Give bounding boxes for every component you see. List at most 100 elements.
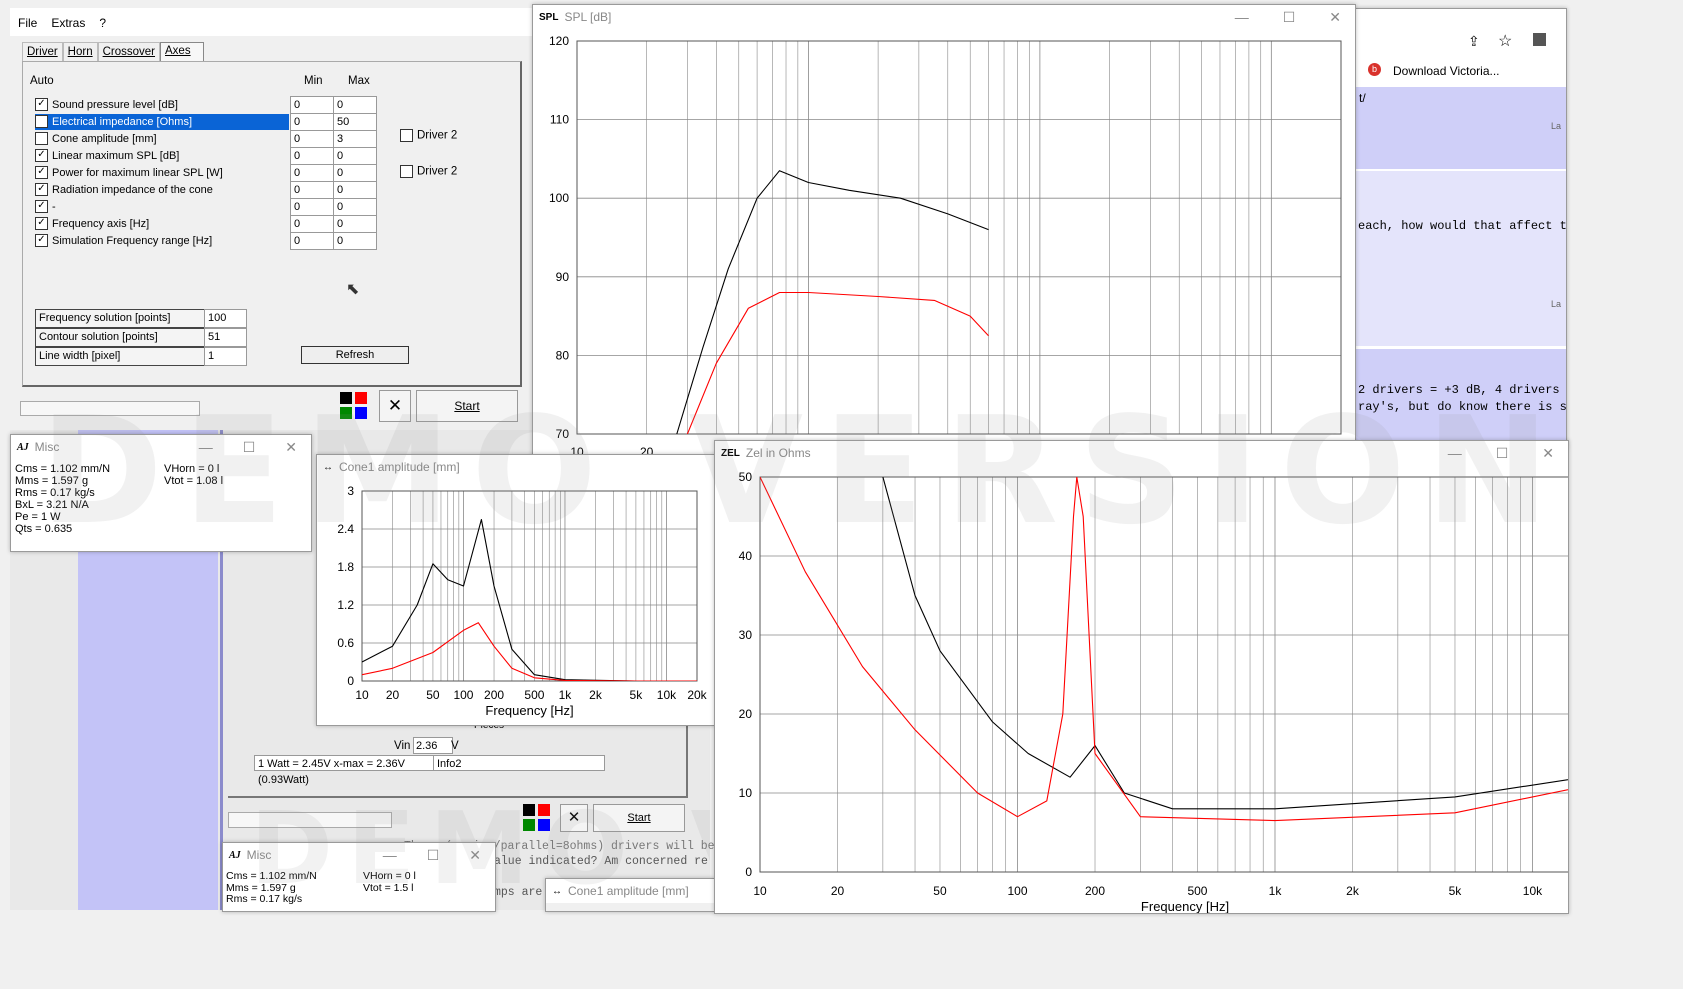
axis-min-input[interactable]: 0 bbox=[290, 181, 334, 199]
axis-max-input[interactable]: 0 bbox=[333, 147, 377, 165]
axis-min-input[interactable]: 0 bbox=[290, 113, 334, 131]
driver2-checkbox-b[interactable]: Driver 2 bbox=[400, 165, 457, 178]
share-icon[interactable]: ⇪ bbox=[1468, 33, 1480, 49]
axis-max-input[interactable]: 0 bbox=[333, 198, 377, 216]
tab-crossover[interactable]: Crossover bbox=[97, 42, 161, 61]
start-button[interactable]: Start bbox=[416, 390, 518, 422]
minimize-icon[interactable]: — bbox=[382, 846, 397, 863]
checkbox-icon[interactable]: ✓ bbox=[35, 234, 48, 248]
back-color-picker[interactable] bbox=[523, 804, 551, 832]
axis-min-input[interactable]: 0 bbox=[290, 147, 334, 165]
plot-frame bbox=[361, 490, 698, 682]
axis-min-input[interactable]: 0 bbox=[290, 96, 334, 114]
axis-max-input[interactable]: 0 bbox=[333, 164, 377, 182]
axis-max-input[interactable]: 3 bbox=[333, 130, 377, 148]
minimize-icon[interactable]: — bbox=[198, 438, 213, 455]
y-tick-label: 3 bbox=[347, 484, 354, 498]
misc2-title: Misc bbox=[246, 848, 272, 862]
hornresp-logo-icon: AJ bbox=[17, 441, 29, 453]
close-icon[interactable]: ✕ bbox=[285, 438, 297, 455]
maximize-icon[interactable]: ☐ bbox=[426, 846, 440, 863]
color-blue[interactable] bbox=[538, 819, 550, 831]
color-blue[interactable] bbox=[355, 407, 367, 419]
color-black[interactable] bbox=[340, 392, 352, 404]
refresh-button[interactable]: Refresh bbox=[301, 346, 409, 364]
checkbox-icon[interactable]: ✓ bbox=[35, 149, 48, 163]
minimize-icon[interactable]: — bbox=[1234, 8, 1249, 25]
tab-driver[interactable]: Driver bbox=[22, 42, 63, 61]
menu-help[interactable]: ? bbox=[99, 16, 107, 30]
axis-min-input[interactable]: 0 bbox=[290, 164, 334, 182]
browser-window: ⇪ ☆ b Download Victoria... t/ La each, h… bbox=[1355, 8, 1567, 450]
axis-max-input[interactable]: 0 bbox=[333, 232, 377, 250]
x-tick-label: 20 bbox=[386, 688, 400, 702]
tab-horn[interactable]: Horn bbox=[62, 42, 98, 61]
back-cancel-button[interactable]: ✕ bbox=[560, 804, 588, 832]
misc-value: Cms = 1.102 mm/N bbox=[15, 463, 111, 475]
axis-min-input[interactable]: 0 bbox=[290, 232, 334, 250]
close-icon[interactable]: ✕ bbox=[1329, 8, 1341, 25]
extension-icon[interactable] bbox=[1533, 33, 1546, 46]
driver2-checkbox-a[interactable]: Driver 2 bbox=[400, 129, 457, 142]
color-black[interactable] bbox=[523, 804, 535, 816]
cone-chart: 3 2.4 1.8 1.2 0.6 010 20 50 100 200 500 1k 2k 5k 10k 20… bbox=[337, 484, 707, 718]
minimize-icon[interactable]: — bbox=[1447, 444, 1462, 461]
axes-row-label: Electrical impedance [Ohms] bbox=[52, 116, 192, 128]
menu-extras[interactable]: Extras bbox=[51, 16, 86, 30]
axes-row-label: Cone amplitude [mm] bbox=[52, 133, 157, 145]
y-tick-label: 90 bbox=[556, 270, 570, 284]
axes-row: ✓ Radiation impedance of the cone bbox=[35, 182, 289, 198]
color-picker[interactable] bbox=[340, 392, 368, 420]
axis-min-input[interactable]: 0 bbox=[290, 215, 334, 233]
y-tick-label: 80 bbox=[556, 348, 570, 362]
cone2-titlebar: ↔ Cone1 amplitude [mm] bbox=[546, 879, 714, 903]
bleed-text: alue indicated? Am concerned re xm bbox=[494, 855, 729, 868]
auto-label: Auto bbox=[30, 75, 54, 87]
maximize-icon[interactable]: ☐ bbox=[1495, 444, 1509, 461]
color-red[interactable] bbox=[355, 392, 367, 404]
axis-max-input[interactable]: 0 bbox=[333, 215, 377, 233]
close-icon[interactable]: ✕ bbox=[469, 846, 481, 863]
checkbox-icon[interactable] bbox=[35, 132, 48, 146]
bookmark-link[interactable]: Download Victoria... bbox=[1393, 64, 1500, 78]
menu-file[interactable]: File bbox=[18, 16, 38, 30]
checkbox-icon[interactable]: ✓ bbox=[35, 217, 48, 231]
axis-max-input[interactable]: 0 bbox=[333, 96, 377, 114]
checkbox-icon[interactable]: ✓ bbox=[35, 200, 48, 214]
vin-input[interactable] bbox=[413, 737, 453, 754]
checkbox-icon[interactable] bbox=[35, 115, 48, 129]
y-tick-label: 110 bbox=[550, 113, 569, 127]
maximize-icon[interactable]: ☐ bbox=[242, 438, 256, 455]
axes-row: ✓ Frequency axis [Hz] bbox=[35, 216, 289, 232]
setting-input[interactable]: 1 bbox=[204, 347, 247, 366]
axes-row-label: - bbox=[52, 201, 56, 213]
tab-axes[interactable]: Axes bbox=[160, 42, 204, 61]
x-tick-label: 2k bbox=[589, 688, 603, 702]
misc-value: Mms = 1.597 g bbox=[15, 475, 89, 487]
axis-min-input[interactable]: 0 bbox=[290, 130, 334, 148]
color-green[interactable] bbox=[340, 407, 352, 419]
back-start-button[interactable]: Start bbox=[593, 804, 685, 832]
checkbox-icon[interactable]: ✓ bbox=[35, 183, 48, 197]
checkbox-icon[interactable]: ✓ bbox=[35, 98, 48, 112]
close-icon[interactable]: ✕ bbox=[1542, 444, 1554, 461]
maximize-icon[interactable]: ☐ bbox=[1282, 8, 1296, 25]
checkbox-icon[interactable] bbox=[400, 129, 413, 142]
misc-value: Rms = 0.17 kg/s bbox=[15, 487, 95, 499]
star-icon[interactable]: ☆ bbox=[1498, 33, 1513, 50]
axis-max-input[interactable]: 0 bbox=[333, 181, 377, 199]
setting-input[interactable]: 51 bbox=[204, 328, 247, 347]
misc-window: AJ Misc — ☐ ✕ Cms = 1.102 mm/N Mms = 1.597 … bbox=[10, 434, 312, 552]
color-red[interactable] bbox=[538, 804, 550, 816]
spl-window-title: SPL [dB] bbox=[564, 10, 612, 24]
axis-min-input[interactable]: 0 bbox=[290, 198, 334, 216]
setting-input[interactable]: 100 bbox=[204, 309, 247, 328]
y-tick-label: 100 bbox=[549, 191, 569, 205]
checkbox-icon[interactable] bbox=[400, 165, 413, 178]
axis-max-input[interactable]: 50 bbox=[333, 113, 377, 131]
checkbox-icon[interactable]: ✓ bbox=[35, 166, 48, 180]
cancel-button[interactable]: ✕ bbox=[379, 390, 411, 422]
color-green[interactable] bbox=[523, 819, 535, 831]
bookmark-favicon-icon: b bbox=[1368, 63, 1381, 76]
hornresp-main-window: File Extras ? Driver Horn Crossover Axes… bbox=[10, 8, 532, 428]
